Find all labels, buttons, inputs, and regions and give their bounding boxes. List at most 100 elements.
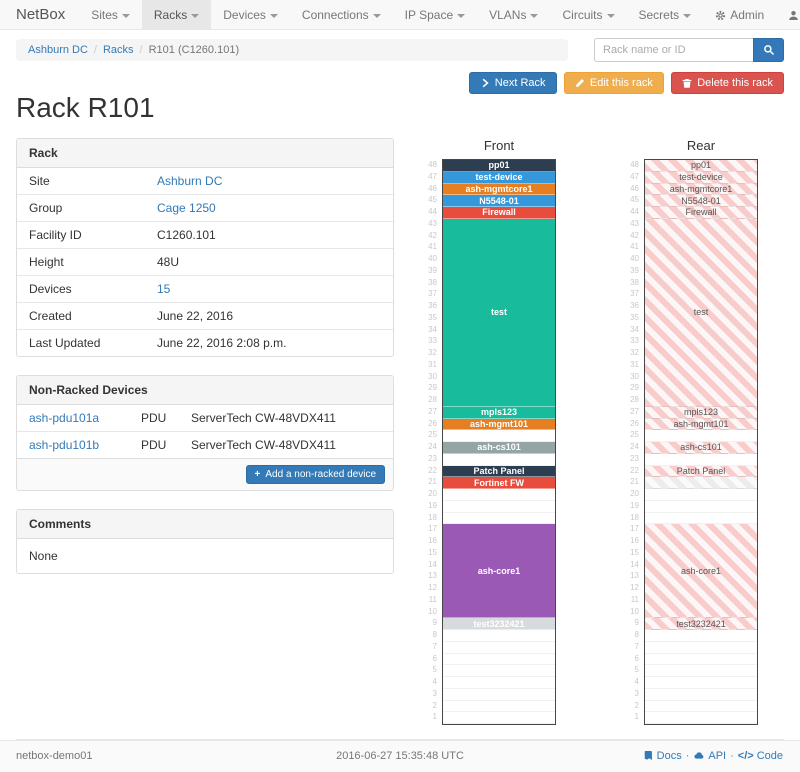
rack-device-mpls123[interactable]: mpls123 bbox=[443, 406, 555, 419]
rack-device-n5548-01[interactable]: N5548-01 bbox=[645, 195, 757, 207]
comments-body: None bbox=[29, 549, 58, 563]
rear-rack: pp01 test-device ash-mgmtcore1 N5548-01 Fire… bbox=[644, 159, 758, 725]
nav-item-devices[interactable]: Devices bbox=[211, 0, 290, 29]
unit-number: 45 bbox=[630, 195, 639, 205]
unit-number: 32 bbox=[428, 348, 437, 357]
unit-number: 46 bbox=[428, 183, 437, 193]
edit-rack-button[interactable]: Edit this rack bbox=[563, 72, 664, 94]
attr-value: Ashburn DC bbox=[145, 168, 393, 195]
rack-attr-row: Facility ID C1260.101 bbox=[17, 221, 393, 249]
nav-item-secrets[interactable]: Secrets bbox=[627, 0, 704, 29]
nav-item-racks[interactable]: Racks bbox=[141, 0, 212, 29]
breadcrumb-item[interactable]: Racks bbox=[102, 44, 134, 56]
footer-link-code[interactable]: </> Code bbox=[737, 750, 783, 762]
unit-number: 30 bbox=[630, 371, 639, 381]
rack-device-ash-cs101[interactable]: ash-cs101 bbox=[645, 442, 757, 454]
add-non-racked-device-button[interactable]: + Add a non-racked device bbox=[245, 465, 385, 484]
nav-item-admin[interactable]: Admin bbox=[703, 0, 776, 29]
rear-elevation-title: Rear bbox=[686, 138, 716, 153]
unit-number: 45 bbox=[428, 195, 437, 205]
nav-item-connections[interactable]: Connections bbox=[290, 0, 393, 29]
rack-empty-unit bbox=[443, 700, 555, 713]
navbar: NetBox Sites Racks Devices Connections IP Sp… bbox=[0, 0, 800, 30]
rack-device-ash-cs101[interactable]: ash-cs101 bbox=[443, 442, 555, 454]
plus-icon: + bbox=[254, 469, 261, 480]
rack-device-firewall[interactable]: Firewall bbox=[645, 207, 757, 219]
unit-number: 41 bbox=[428, 242, 437, 252]
rack-empty-unit bbox=[443, 677, 555, 689]
attr-value-link[interactable]: Cage 1250 bbox=[157, 201, 216, 215]
attr-label: Devices bbox=[17, 275, 145, 303]
nav-item-vlans[interactable]: VLANs bbox=[477, 0, 550, 29]
unit-number: 25 bbox=[630, 430, 639, 440]
rack-device-test-device[interactable]: test-device bbox=[645, 171, 757, 184]
search-icon bbox=[763, 43, 775, 57]
footer-links: Docs · API · </> Code bbox=[531, 750, 784, 762]
rack-device-ash-mgmt101[interactable]: ash-mgmt101 bbox=[645, 418, 757, 431]
unit-number: 7 bbox=[634, 641, 639, 651]
rack-device-ash-mgmt101[interactable]: ash-mgmt101 bbox=[443, 418, 555, 431]
breadcrumb-item[interactable]: Ashburn DC bbox=[28, 44, 88, 56]
footer-link-docs[interactable]: Docs bbox=[643, 750, 682, 762]
page-title: Rack R101 bbox=[16, 92, 155, 123]
unit-number: 27 bbox=[428, 406, 437, 416]
unit-number: 6 bbox=[432, 653, 437, 663]
footer-link-api[interactable]: API bbox=[693, 750, 726, 762]
rack-device-pp01[interactable]: pp01 bbox=[645, 160, 757, 172]
caret-down-icon bbox=[191, 13, 200, 18]
search-input[interactable] bbox=[594, 38, 753, 62]
rack-device-mpls123[interactable]: mpls123 bbox=[645, 406, 757, 419]
next-rack-button[interactable]: Next Rack bbox=[468, 72, 557, 94]
attr-value-link[interactable]: Ashburn DC bbox=[157, 174, 223, 188]
rack-device-test3232421[interactable]: test3232421 bbox=[645, 618, 757, 630]
rack-device-n5548-01[interactable]: N5548-01 bbox=[443, 195, 555, 207]
rack-device-ash-core1[interactable]: ash-core1 bbox=[645, 524, 757, 619]
unit-number: 34 bbox=[428, 324, 437, 334]
unit-number: 43 bbox=[630, 218, 639, 228]
nav-item-sites[interactable]: Sites bbox=[79, 0, 142, 29]
unit-number: 33 bbox=[428, 336, 437, 346]
unit-number: 15 bbox=[630, 547, 639, 557]
unit-number: 11 bbox=[630, 594, 639, 604]
nav-item-circuits[interactable]: Circuits bbox=[550, 0, 626, 29]
unit-number: 35 bbox=[630, 312, 639, 322]
rack-device-test3232421[interactable]: test3232421 bbox=[443, 618, 555, 630]
rack-device-test-device[interactable]: test-device bbox=[443, 171, 555, 184]
rack-empty-unit bbox=[443, 489, 555, 501]
device-link[interactable]: ash-pdu101b bbox=[29, 438, 100, 452]
caret-down-icon bbox=[457, 13, 466, 18]
rack-device-fortinet-fw[interactable]: Fortinet FW bbox=[443, 477, 555, 489]
rack-device-pp01[interactable]: pp01 bbox=[443, 160, 555, 172]
rack-device-patch-panel[interactable]: Patch Panel bbox=[645, 465, 757, 478]
rack-device-ash-mgmtcore1[interactable]: ash-mgmtcore1 bbox=[645, 183, 757, 196]
unit-number: 13 bbox=[630, 571, 639, 581]
front-unit-numbers: 48 47 46 45 44 43 42 41 40 39 38 37 36 35 34 33 32 31 30 29… bbox=[420, 159, 442, 725]
rack-empty-unit bbox=[443, 653, 555, 666]
delete-rack-button[interactable]: Delete this rack bbox=[671, 72, 784, 94]
attr-value-link[interactable]: 15 bbox=[157, 282, 171, 296]
unit-number: 6 bbox=[634, 653, 639, 663]
rack-device-firewall[interactable]: Firewall bbox=[443, 207, 555, 219]
unit-number: 38 bbox=[428, 277, 437, 287]
nav-item-ip-space[interactable]: IP Space bbox=[393, 0, 477, 29]
device-link[interactable]: ash-pdu101a bbox=[29, 411, 100, 425]
rack-device-patch-panel[interactable]: Patch Panel bbox=[443, 465, 555, 478]
rack-device-test[interactable]: test bbox=[645, 218, 757, 407]
unit-number: 19 bbox=[428, 500, 437, 510]
attr-value: 48U bbox=[145, 248, 393, 276]
rack-empty-unit bbox=[645, 641, 757, 654]
unit-number: 46 bbox=[630, 183, 639, 193]
unit-number: 23 bbox=[630, 453, 639, 463]
nav-item-profile[interactable]: Profile bbox=[776, 0, 800, 29]
search-button[interactable] bbox=[753, 38, 784, 62]
non-racked-panel: Non-Racked Devices ash-pdu101a PDU ServerT… bbox=[16, 375, 394, 491]
caret-down-icon bbox=[269, 13, 278, 18]
rack-device-ash-mgmtcore1[interactable]: ash-mgmtcore1 bbox=[443, 183, 555, 196]
unit-number: 31 bbox=[428, 359, 437, 369]
rack-device-ash-core1[interactable]: ash-core1 bbox=[443, 524, 555, 619]
rack-device-test[interactable]: test bbox=[443, 218, 555, 407]
rack-empty-unit bbox=[645, 453, 757, 466]
rack-panel: Rack Site Ashburn DC Group Cage 1250 Facilit… bbox=[16, 138, 394, 357]
app-brand[interactable]: NetBox bbox=[16, 6, 66, 23]
unit-number: 10 bbox=[630, 606, 639, 616]
